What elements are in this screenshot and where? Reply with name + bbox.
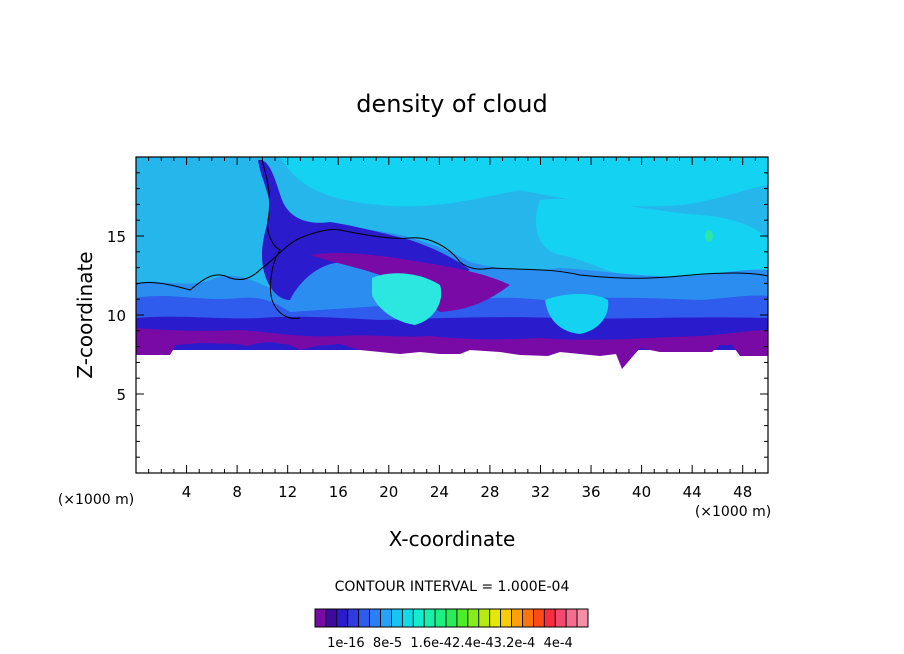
x-tick-label: 28 — [480, 483, 499, 501]
x-tick-label: 12 — [278, 483, 297, 501]
colorbar-swatch — [314, 608, 327, 628]
x-tick-label: 8 — [232, 483, 242, 501]
colorbar-swatch — [456, 608, 469, 628]
field-green-spot — [705, 230, 713, 242]
colorbar-swatch — [445, 608, 458, 628]
colorbar-swatch — [554, 608, 567, 628]
contour-line-plume — [261, 159, 301, 319]
colorbar-swatch — [576, 608, 589, 628]
x-unit-right: (×1000 m) — [695, 504, 771, 520]
colorbar-swatch — [423, 608, 436, 628]
x-tick-label: 32 — [531, 483, 550, 501]
colorbar-swatch — [401, 608, 414, 628]
x-tick-label: 48 — [733, 483, 752, 501]
x-tick-label: 20 — [379, 483, 398, 501]
x-axis-label: X-coordinate — [389, 527, 516, 551]
field-turbulent-patch-left — [372, 273, 442, 325]
colorbar — [314, 608, 589, 628]
x-tick-label: 16 — [329, 483, 348, 501]
cloud-density-field — [136, 157, 768, 473]
x-unit-left: (×1000 m) — [58, 492, 134, 508]
colorbar-swatch — [358, 608, 370, 628]
x-tick-label: 40 — [632, 483, 651, 501]
colorbar-swatch — [467, 608, 480, 628]
field-purple-base — [136, 328, 768, 369]
y-tick-label: 5 — [116, 386, 126, 404]
colorbar-swatch — [489, 608, 502, 628]
field-cyan-region — [536, 198, 768, 283]
contour-line-upper — [136, 229, 768, 291]
field-cyan-band — [136, 157, 768, 207]
x-tick-label: 36 — [581, 483, 600, 501]
colorbar-swatch — [347, 608, 360, 628]
colorbar-swatch — [533, 608, 545, 628]
field-turbulent-patch-right — [545, 294, 609, 334]
colorbar-swatch — [565, 608, 578, 628]
colorbar-swatch — [380, 608, 392, 628]
chart-title: density of cloud — [356, 90, 547, 118]
y-tick-label: 10 — [107, 307, 126, 325]
colorbar-frame — [314, 608, 589, 628]
y-axis-label: Z-coordinate — [73, 251, 97, 378]
colorbar-swatch — [434, 608, 447, 628]
colorbar-swatch — [325, 608, 338, 628]
colorbar-swatch — [369, 608, 381, 628]
colorbar-labels: 1e-16 8e-5 1.6e-42.4e-43.2e-4 4e-4 — [327, 636, 573, 651]
y-axis-ticks: 5 10 15 — [107, 172, 768, 458]
colorbar-swatch — [511, 608, 523, 628]
contour-interval: CONTOUR INTERVAL = 1.000E-04 — [335, 579, 570, 595]
colorbar-swatch — [336, 608, 349, 628]
colorbar-swatch — [412, 608, 425, 628]
colorbar-swatch — [478, 608, 491, 628]
colorbar-swatch — [522, 608, 534, 628]
colorbar-swatch — [543, 608, 556, 628]
x-tick-label: 4 — [182, 483, 192, 501]
x-tick-label: 24 — [430, 483, 449, 501]
x-axis-ticks: 4 8 12 16 20 24 28 32 36 40 44 48 — [148, 157, 756, 501]
colorbar-swatch — [391, 608, 403, 628]
y-tick-label: 15 — [107, 228, 126, 246]
colorbar-swatch — [500, 608, 512, 628]
x-tick-label: 44 — [683, 483, 702, 501]
